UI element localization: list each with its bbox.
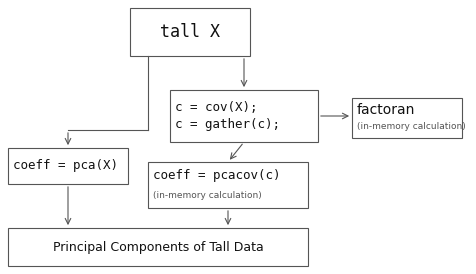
Bar <box>8 148 128 184</box>
Text: factoran: factoran <box>357 103 416 117</box>
Text: c = cov(X);: c = cov(X); <box>175 101 258 114</box>
Text: c = gather(c);: c = gather(c); <box>175 118 280 131</box>
Text: Principal Components of Tall Data: Principal Components of Tall Data <box>53 241 263 253</box>
Text: (in-memory calculation): (in-memory calculation) <box>153 191 262 200</box>
Bar <box>8 228 308 266</box>
Text: coeff = pca(X): coeff = pca(X) <box>13 159 118 173</box>
Text: (in-memory calculation): (in-memory calculation) <box>357 122 466 131</box>
Text: coeff = pcacov(c): coeff = pcacov(c) <box>153 169 280 182</box>
Text: tall X: tall X <box>160 23 220 41</box>
Bar <box>170 90 318 142</box>
Bar <box>352 98 462 138</box>
Bar <box>130 8 250 56</box>
Bar <box>148 162 308 208</box>
